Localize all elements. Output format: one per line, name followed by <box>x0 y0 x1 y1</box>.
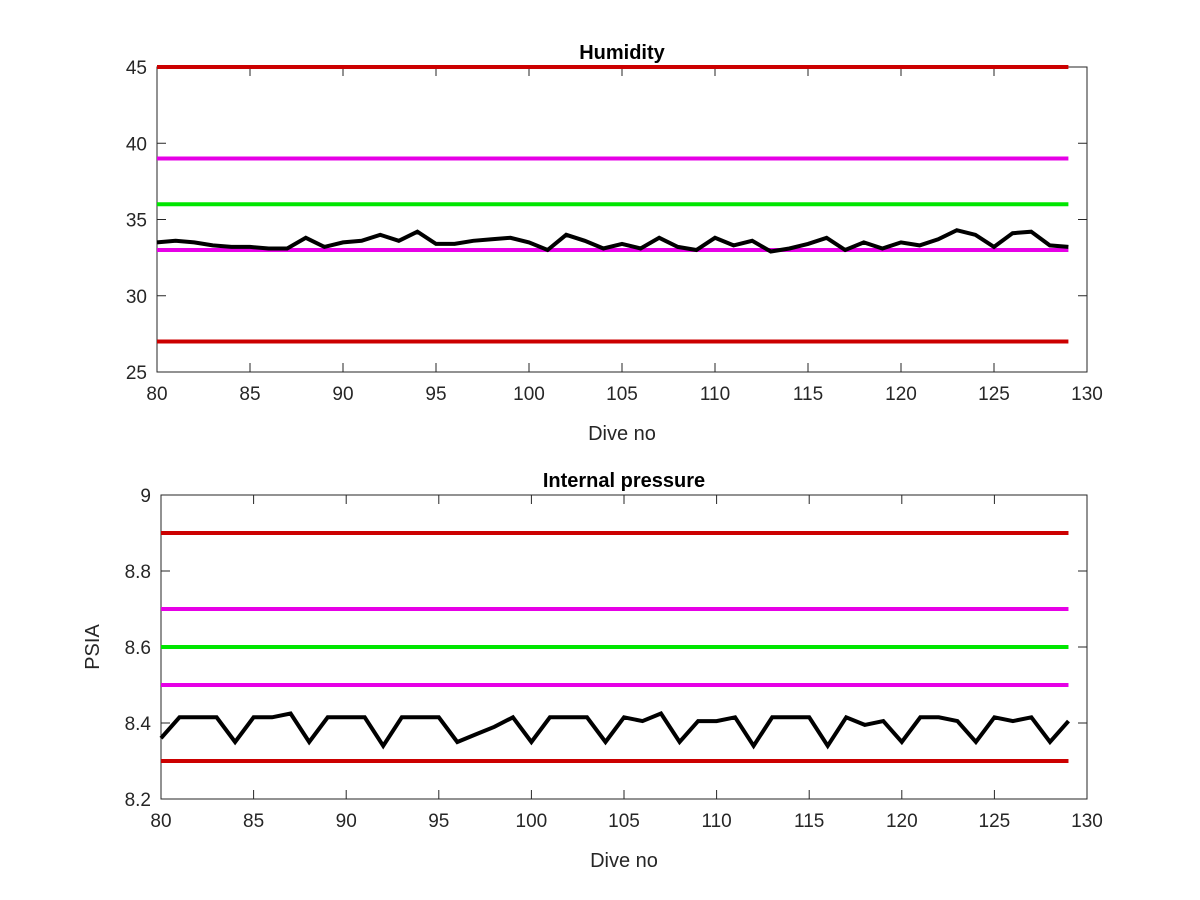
y-tick-label: 9 <box>140 486 151 507</box>
x-tick-label: 125 <box>978 384 1010 405</box>
y-tick-label: 8.2 <box>125 790 151 811</box>
y-tick-label: 8.6 <box>125 638 151 659</box>
plot-area: 80 85 90 95 100 105 110 115 120 125 130 25 30 35 40 45 <box>126 58 1103 405</box>
x-tick-label: 110 <box>701 811 731 832</box>
y-tick-label: 25 <box>126 363 147 384</box>
x-tick-label: 90 <box>336 811 357 832</box>
chart-title: Internal pressure <box>543 470 705 492</box>
y-tick-label: 45 <box>126 58 147 79</box>
data-series-line <box>159 711 1070 750</box>
x-tick-label: 125 <box>979 811 1011 832</box>
chart-title: Humidity <box>579 42 665 64</box>
x-tick-label: 120 <box>885 384 917 405</box>
x-axis-label: Dive no <box>588 423 656 445</box>
x-tick-label: 130 <box>1071 811 1103 832</box>
x-tick-label: 80 <box>150 811 171 832</box>
x-tick-label: 100 <box>516 811 548 832</box>
y-tick-label: 8.8 <box>125 562 151 583</box>
x-tick-label: 85 <box>239 384 260 405</box>
x-tick-label: 95 <box>428 811 449 832</box>
y-axis-label: PSIA <box>82 624 104 670</box>
x-tick-label: 115 <box>794 811 824 832</box>
internal-pressure-chart: Internal pressure 80 85 90 95 100 105 110 115 12… <box>82 470 1103 872</box>
x-tick-label: 85 <box>243 811 264 832</box>
humidity-chart: Humidity 80 85 90 95 100 105 110 115 120 125 130 25… <box>126 42 1103 445</box>
x-tick-label: 110 <box>700 384 730 405</box>
data-series-line <box>156 228 1069 254</box>
axes-box <box>156 66 1088 373</box>
x-tick-label: 90 <box>332 384 353 405</box>
x-axis-label: Dive no <box>590 850 658 872</box>
y-tick-label: 40 <box>126 134 147 155</box>
y-tick-label: 35 <box>126 211 147 232</box>
x-tick-label: 105 <box>606 384 638 405</box>
x-tick-label: 130 <box>1071 384 1103 405</box>
x-tick-label: 95 <box>425 384 446 405</box>
plot-area: 80 85 90 95 100 105 110 115 120 125 130 8.2 8.4 8.6 8.… <box>125 486 1103 832</box>
x-tick-label: 115 <box>793 384 823 405</box>
x-tick-label: 80 <box>146 384 167 405</box>
x-tick-label: 105 <box>608 811 640 832</box>
x-tick-label: 120 <box>886 811 918 832</box>
y-tick-label: 30 <box>126 287 147 308</box>
y-tick-label: 8.4 <box>125 714 152 735</box>
x-tick-label: 100 <box>513 384 545 405</box>
